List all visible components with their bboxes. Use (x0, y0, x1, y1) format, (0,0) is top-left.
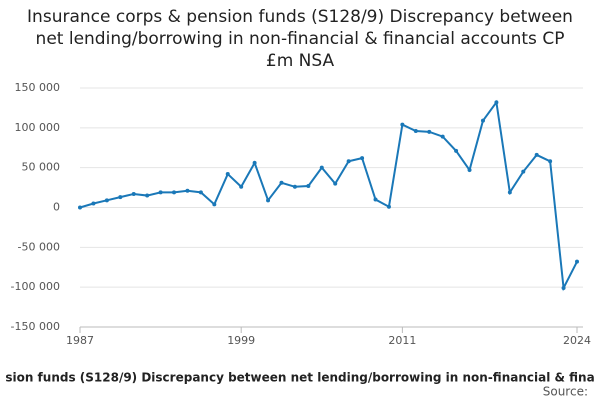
data-point (413, 129, 418, 134)
data-point (467, 168, 472, 173)
chart-title: Insurance corps & pension funds (S128/9)… (27, 7, 573, 71)
data-point (427, 129, 432, 134)
data-point (333, 181, 338, 186)
data-point (534, 152, 539, 157)
data-point (131, 191, 136, 196)
data-point (561, 285, 566, 290)
data-point (494, 100, 499, 105)
data-point (185, 188, 190, 193)
data-point (266, 198, 271, 203)
data-point (292, 184, 297, 189)
y-tick-label: 50 000 (22, 161, 61, 174)
data-point (360, 156, 365, 161)
series-line (79, 99, 578, 292)
data-point (319, 165, 324, 170)
data-point (198, 190, 203, 195)
data-point (118, 195, 123, 200)
data-point (78, 205, 82, 210)
source: Source: (543, 385, 588, 399)
x-tick-label: 1999 (227, 334, 255, 347)
data-point (454, 148, 459, 153)
data-point (158, 190, 163, 195)
data-point (575, 259, 579, 264)
data-point (239, 184, 244, 189)
data-point (346, 159, 351, 164)
data-point (400, 122, 405, 127)
y-tick-label: -150 000 (11, 320, 60, 333)
data-point (548, 159, 553, 164)
y-tick-label: -100 000 (11, 280, 60, 293)
data-point (440, 134, 445, 139)
data-point (225, 172, 230, 177)
data-point (172, 190, 177, 195)
data-point (252, 160, 257, 165)
data-point (480, 118, 485, 123)
data-point (91, 201, 96, 206)
legend-label: sion funds (S128/9) Discrepancy between … (5, 371, 594, 385)
data-point (145, 193, 150, 198)
x-tick-label: 2024 (563, 334, 591, 347)
data-point (386, 204, 391, 209)
y-tick-label: 100 000 (15, 121, 61, 134)
data-point (521, 169, 526, 174)
y-tick-label: -50 000 (18, 240, 60, 253)
y-tick-label: 0 (53, 201, 60, 214)
data-point (104, 198, 109, 203)
x-tick-label: 2011 (388, 334, 416, 347)
data-point (279, 180, 284, 185)
data-point (373, 197, 378, 202)
data-point (306, 183, 311, 188)
y-tick-label: 150 000 (15, 81, 61, 94)
x-tick-label: 1987 (66, 334, 94, 347)
data-point (212, 202, 217, 207)
data-point (507, 190, 512, 195)
